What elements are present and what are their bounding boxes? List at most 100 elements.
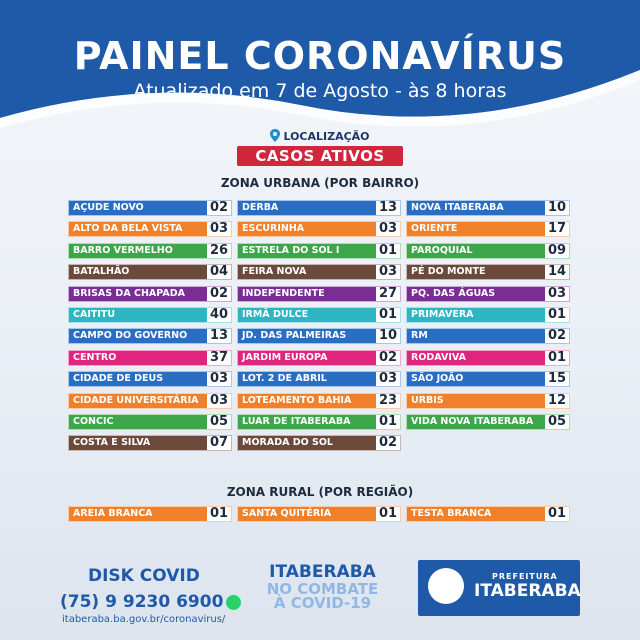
bairro-name: CAITITU: [73, 309, 116, 320]
case-count: 13: [376, 201, 400, 215]
city-slogan: CIDADE DE TODOS: [429, 608, 569, 618]
list-item: CONCIC 05: [68, 414, 232, 430]
case-count: 03: [376, 372, 400, 387]
case-count: 03: [376, 265, 400, 280]
bairro-name: ESCURINHA: [242, 223, 305, 235]
bairro-name: COSTA E SILVA: [73, 437, 151, 449]
case-count: 10: [545, 201, 569, 215]
phone-number[interactable]: (75) 9 9230 6900: [60, 592, 242, 612]
case-count: 02: [207, 286, 231, 301]
list-item: CIDADE DE DEUS 03: [68, 371, 232, 388]
casos-ativos-badge: CASOS ATIVOS: [237, 146, 403, 166]
bairro-name: LOTEAMENTO BAHIA: [242, 394, 352, 406]
list-item: ESTRELA DO SOL I 01: [237, 242, 401, 259]
list-item: AÇUDE NOVO 02: [68, 200, 232, 216]
case-count: 01: [376, 415, 400, 429]
whatsapp-icon: [226, 594, 242, 610]
list-item: CENTRO 37: [68, 349, 232, 366]
bairro-name: PÉ DO MONTE: [411, 266, 486, 278]
list-item: MORADA DO SOL 02: [237, 435, 401, 452]
case-count: 01: [545, 507, 569, 521]
prefeitura-logo: PREFEITURA ITABERABA: [418, 560, 581, 616]
bairro-name: VIDA NOVA ITABERABA: [411, 416, 534, 427]
list-item: LOTEAMENTO BAHIA 23: [237, 392, 401, 409]
list-item: PÉ DO MONTE 14: [406, 264, 570, 281]
case-count: 01: [545, 308, 569, 322]
bairro-name: RODAVIVA: [411, 351, 466, 363]
list-item: NOVA ITABERABA 10: [406, 200, 570, 216]
bairro-name: JARDIM EUROPA: [242, 351, 328, 363]
bairro-name: CAMPO DO GOVERNO: [73, 330, 188, 342]
list-item: RODAVIVA 01: [406, 349, 570, 366]
case-count: 02: [376, 350, 400, 365]
case-count: 17: [545, 222, 569, 237]
bairro-name: RM: [411, 330, 428, 342]
bairro-name: AÇUDE NOVO: [73, 202, 144, 213]
list-item: AREIA BRANCA 01: [68, 506, 232, 522]
case-count: 07: [207, 436, 231, 451]
list-item: BRISAS DA CHAPADA 02: [68, 285, 232, 302]
disk-covid-label: DISK COVID: [88, 566, 200, 586]
list-item: PQ. DAS ÁGUAS 03: [406, 285, 570, 302]
bairro-name: CENTRO: [73, 351, 117, 363]
map-pin-icon: [270, 129, 281, 145]
bairro-name: AREIA BRANCA: [73, 508, 153, 519]
case-count: 04: [207, 265, 231, 280]
list-item: LOT. 2 DE ABRIL 03: [237, 371, 401, 388]
list-item: SANTA QUITÉRIA 01: [237, 506, 401, 522]
bairro-name: ORIENTE: [411, 223, 458, 235]
prefeitura-label: PREFEITURA: [492, 572, 558, 581]
itaberaba-label: ITABERABA: [474, 581, 581, 601]
list-item: PAROQUIAL 09: [406, 242, 570, 259]
bairro-name: BRISAS DA CHAPADA: [73, 287, 185, 299]
campaign-logo: ITABERABA NO COMBATE À COVID-19: [255, 562, 390, 611]
bairro-name: SANTA QUITÉRIA: [242, 508, 332, 519]
list-item: FEIRA NOVA 03: [237, 264, 401, 281]
location-text: LOCALIZAÇÃO: [283, 130, 370, 143]
case-count: 02: [545, 329, 569, 344]
bairro-name: CONCIC: [73, 416, 114, 427]
bairro-name: URBIS: [411, 394, 444, 406]
bairro-name: NOVA ITABERABA: [411, 202, 504, 213]
bairro-name: PRIMAVERA: [411, 309, 474, 320]
website-link[interactable]: itaberaba.ba.gov.br/coronavirus/: [62, 614, 226, 625]
bairro-name: CIDADE UNIVERSITÁRIA: [73, 394, 199, 406]
list-item: BARRO VERMELHO 26: [68, 242, 232, 259]
case-count: 05: [545, 415, 569, 429]
list-item: IRMÃ DULCE 01: [237, 307, 401, 323]
case-count: 27: [376, 286, 400, 301]
list-item: JARDIM EUROPA 02: [237, 349, 401, 366]
case-count: 02: [207, 201, 231, 215]
bairro-name: FEIRA NOVA: [242, 266, 307, 278]
list-item: JD. DAS PALMEIRAS 10: [237, 328, 401, 345]
bairro-name: BARRO VERMELHO: [73, 244, 173, 256]
page-title: PAINEL CORONAVÍRUS: [73, 34, 567, 78]
bairro-name: JD. DAS PALMEIRAS: [242, 330, 347, 342]
list-item: BATALHÃO 04: [68, 264, 232, 281]
bairro-name: LOT. 2 DE ABRIL: [242, 373, 327, 385]
campaign-line-2: NO COMBATE: [266, 580, 379, 598]
bairro-name: PAROQUIAL: [411, 244, 473, 256]
urban-zone-heading: ZONA URBANA (POR BAIRRO): [220, 176, 420, 190]
case-count: 03: [545, 286, 569, 301]
list-item: INDEPENDENTE 27: [237, 285, 401, 302]
case-count: 01: [376, 507, 400, 521]
bairro-name: IRMÃ DULCE: [242, 309, 309, 320]
rural-zone-heading: ZONA RURAL (POR REGIÃO): [226, 485, 414, 499]
bairro-name: TESTA BRANCA: [411, 508, 492, 519]
case-count: 03: [207, 372, 231, 387]
case-count: 37: [207, 350, 231, 365]
case-count: 26: [207, 243, 231, 258]
list-item: SÃO JOÃO 15: [406, 371, 570, 388]
list-item: CAMPO DO GOVERNO 13: [68, 328, 232, 345]
phone-text: (75) 9 9230 6900: [60, 592, 224, 612]
bairro-name: LUAR DE ITABERABA: [242, 416, 351, 427]
city-seal-icon: [428, 568, 464, 604]
case-count: 02: [376, 436, 400, 451]
case-count: 23: [376, 393, 400, 408]
bairro-name: CIDADE DE DEUS: [73, 373, 164, 385]
page-subtitle: Atualizado em 7 de Agosto - às 8 horas: [133, 80, 507, 102]
bairro-name: PQ. DAS ÁGUAS: [411, 287, 496, 299]
campaign-line-1: ITABERABA: [269, 562, 376, 582]
list-item: ESCURINHA 03: [237, 221, 401, 238]
